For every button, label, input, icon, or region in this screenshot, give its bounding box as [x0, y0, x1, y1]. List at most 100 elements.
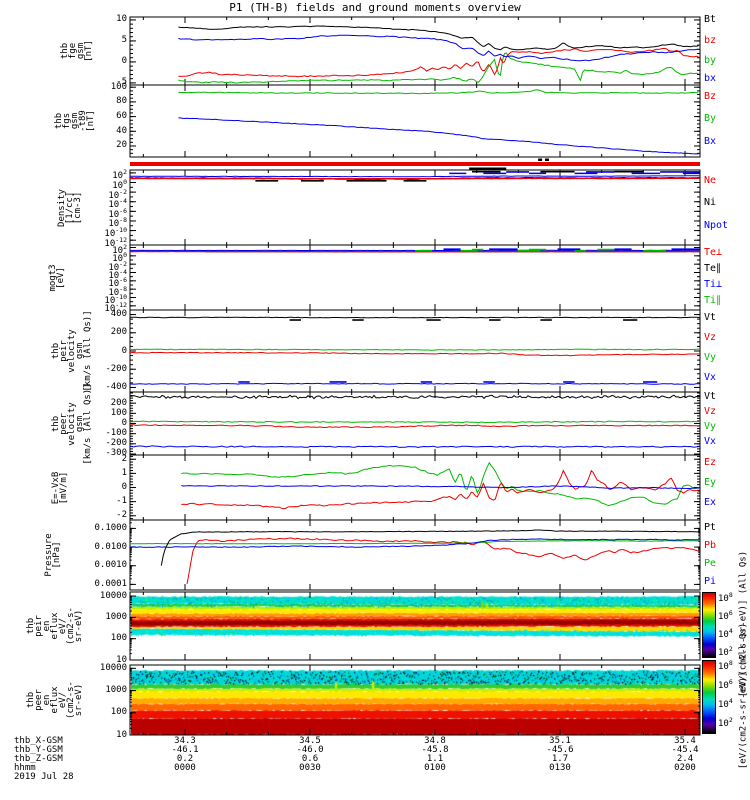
- ve-series-Vy: [130, 420, 701, 424]
- fgs-legend-Bx: Bx: [704, 136, 717, 147]
- fge-ytick-label: 5: [121, 35, 127, 46]
- xa-val: -45.8: [421, 745, 449, 755]
- espec-ytick-label: 1000: [105, 685, 127, 696]
- efield-ytick-label: 2: [121, 453, 127, 464]
- efield-legend-Ez: Ez: [704, 457, 717, 468]
- density-ytick-label: 10-6: [108, 206, 127, 220]
- ve-ytick-label: 0: [121, 418, 127, 428]
- pressure-legend-Pb: Pb: [704, 540, 717, 551]
- mogt3-legend-Te⊥: Te⊥: [704, 247, 723, 258]
- flags-strip-mark: [538, 158, 543, 161]
- mogt3-ytick-label: 10-8: [108, 284, 127, 298]
- ve-ytick-label: -200: [105, 438, 127, 449]
- xaxis-row-label-3: hhmm: [14, 763, 36, 773]
- ve-panel-box: [129, 391, 701, 456]
- ve-legend-Vy: Vy: [704, 421, 717, 432]
- mogt3-ytick-label: 10-12: [104, 301, 127, 315]
- pressure-ytick-label: 0.0001: [94, 578, 127, 589]
- density-ytick-label: 10-8: [108, 216, 127, 230]
- flags-strip-mark: [130, 162, 700, 166]
- xa-val: -46.1: [171, 745, 199, 755]
- flags-strip-mark: [469, 167, 507, 170]
- xa-val: 0200: [674, 763, 696, 773]
- flags-strip-mark: [544, 158, 549, 161]
- pressure-legend-Pt: Pt: [704, 522, 717, 533]
- fge-panel-box: [129, 16, 701, 86]
- vi-ytick-label: 200: [110, 327, 127, 338]
- efield-ylabel-text: E=-VxB [mV/m]: [51, 471, 69, 504]
- efield-ytick-label: -1: [116, 496, 127, 507]
- vi-ytick-label: -400: [105, 381, 127, 392]
- vi-series-Vy: [129, 348, 701, 351]
- espec-colorbar: [702, 660, 716, 734]
- vi-ytick-label: 0: [121, 345, 127, 356]
- xa-val: 0000: [174, 763, 196, 773]
- ve-ylabel-text: thb peer velocity gsm [km/s (All Qs)]: [51, 382, 93, 465]
- ispec-ytick-label: 1000: [105, 611, 127, 622]
- xa-val: 0130: [549, 763, 571, 773]
- vi-series-Vz: [129, 351, 700, 357]
- pressure-panel-box: [129, 519, 701, 591]
- pressure-ytick-label: 0.0010: [94, 560, 127, 571]
- mogt3-ytick-label: 102: [112, 243, 127, 256]
- pressure-legend-Pe: Pe: [704, 558, 717, 569]
- mogt3-panel-box: [129, 244, 701, 311]
- ispec-colorbar-tick: 108: [718, 590, 733, 604]
- density-ytick-label: 100: [112, 178, 127, 191]
- espec-ytick-label: 100: [110, 707, 127, 718]
- xa-val: -45.6: [546, 745, 574, 755]
- ve-ytick-label: 200: [110, 397, 127, 408]
- fgs-series-By: [178, 89, 699, 95]
- xaxis-row-label-1: thb_Y-GSM: [14, 745, 63, 755]
- vi-legend-Vy: Vy: [704, 352, 717, 363]
- pressure-series-Pb: [186, 537, 700, 584]
- efield-ytick-label: 1: [121, 467, 127, 478]
- xa-val: 1.1: [426, 754, 444, 764]
- density-legend-Ne: Ne: [704, 175, 717, 186]
- efield-legend-Ex: Ex: [704, 497, 717, 508]
- vi-series-Vt: [129, 316, 701, 319]
- pressure-ylabel-text: Pressure [nPa]: [44, 533, 62, 577]
- xa-val: -45.4: [671, 745, 699, 755]
- xa-val: 34.8: [424, 736, 446, 746]
- ve-series-Vt: [129, 394, 701, 400]
- xa-val: 35.1: [549, 736, 571, 746]
- vi-ytick-label: 400: [110, 309, 127, 320]
- ispec-ytick-label: 10000: [99, 590, 127, 601]
- density-ytick-label: 10-10: [104, 226, 127, 240]
- ve-legend-Vz: Vz: [704, 406, 717, 417]
- pressure-ytick-label: 0.0100: [94, 541, 127, 552]
- xa-val: 0100: [424, 763, 446, 773]
- vi-legend-Vz: Vz: [704, 332, 717, 343]
- espec-colorbar-tick: 102: [718, 715, 733, 729]
- ve-ytick-label: -300: [105, 448, 127, 459]
- xa-val: 1.7: [551, 754, 569, 764]
- ve-series-Vx: [129, 445, 701, 449]
- fgs-series-Bx: [178, 117, 699, 155]
- ispec-ytick-label: 100: [110, 633, 127, 644]
- fge-legend-bz: bz: [704, 35, 717, 46]
- fge-series-by: [178, 52, 699, 84]
- vi-legend-Vx: Vx: [704, 372, 717, 383]
- espec-panel-box: [129, 664, 701, 736]
- ve-ytick-label: 100: [110, 407, 127, 418]
- espec-spectrogram: [130, 665, 700, 735]
- density-ytick-label: 102: [112, 168, 127, 182]
- ispec-colorbar-tick: 104: [718, 626, 733, 640]
- density-legend-Ni: Ni: [704, 197, 717, 208]
- mogt3-ylabel-text: mogt3 [eV]: [48, 263, 66, 292]
- mogt3-legend-Ti∥: Ti∥: [704, 295, 722, 306]
- vi-legend-Vt: Vt: [704, 312, 717, 323]
- fge-legend-by: by: [704, 55, 717, 66]
- pressure-series-Pe: [130, 539, 701, 545]
- efield-ytick-label: 0: [121, 482, 127, 492]
- fge-ytick-label: 0: [121, 56, 127, 67]
- xa-val: 0.6: [301, 754, 319, 764]
- mogt3-ytick-label: 10-2: [108, 259, 127, 273]
- xa-val: 0.2: [176, 754, 194, 764]
- fgs-legend-Bz: Bz: [704, 91, 717, 102]
- density-legend-Npot: Npot: [704, 220, 729, 231]
- fge-series-bz: [178, 47, 699, 78]
